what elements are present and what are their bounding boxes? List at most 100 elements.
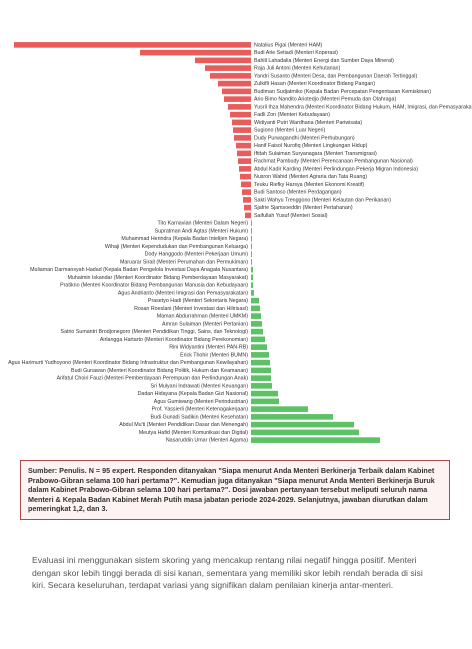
category-label: Zulkifli Hasan (Menteri Koordinator Bida… xyxy=(254,81,375,87)
bar xyxy=(251,383,272,389)
bar xyxy=(237,150,251,157)
bar xyxy=(251,336,265,343)
category-label: Pratikno (Menteri Koordinator Bidang Pem… xyxy=(60,283,248,289)
bar xyxy=(251,344,267,350)
category-label: Agus Gumiwang (Menteri Perindustrian) xyxy=(154,399,248,405)
category-label: Sugiono (Menteri Luar Negeri) xyxy=(254,128,325,134)
category-label: Sri Mulyani Indrawati (Menteri Keuangan) xyxy=(151,383,249,389)
chart: Natalius Pigai (Menteri HAM) Budi Arie Se… xyxy=(8,42,472,444)
bar xyxy=(251,274,253,281)
category-label: Rini Widyantini (Menteri PAN-RB) xyxy=(169,345,248,351)
category-label: Muhammad Herindra (Kepala Badan Intelije… xyxy=(121,236,248,242)
bar xyxy=(251,321,262,327)
bar xyxy=(228,104,251,110)
bar xyxy=(240,173,251,180)
bar xyxy=(251,421,354,428)
bar xyxy=(222,88,251,95)
bar xyxy=(251,414,333,420)
category-label: Fadli Zon (Menteri Kebudayaan) xyxy=(254,112,330,118)
bar xyxy=(251,290,254,296)
category-label: Raja Juli Antoni (Menteri Kehutanan) xyxy=(254,66,341,72)
category-label: Amran Sulaiman (Menteri Pertanian) xyxy=(162,321,248,327)
category-label: Erick Thohir (Menteri BUMN) xyxy=(180,352,248,358)
bar xyxy=(251,429,359,436)
bar xyxy=(251,266,253,273)
bar xyxy=(251,297,259,304)
bar xyxy=(251,251,252,257)
bar xyxy=(251,352,269,358)
category-label: Maman Abdurrahman (Menteri UMKM) xyxy=(157,314,248,320)
category-label: Airlangga Hartarto (Menteri Koordinator … xyxy=(100,337,248,343)
bar xyxy=(251,305,260,312)
category-label: Tito Karnavian (Menteri Dalam Negeri) xyxy=(158,221,249,227)
category-label: Arifatul Choiri Fauzi (Menteri Pemberday… xyxy=(57,376,249,382)
bar xyxy=(244,204,251,211)
category-label: Dody Hanggodo (Menteri Pekerjaan Umum) xyxy=(145,252,249,258)
bar xyxy=(251,282,253,288)
category-label: Muliaman Darmansyah Hadad (Kepala Badan … xyxy=(30,267,248,273)
bar xyxy=(238,158,251,164)
category-label: Saifullah Yusuf (Menteri Sosial) xyxy=(254,213,328,219)
bar xyxy=(242,189,251,195)
category-label: Budi Gunawan (Menteri Koordinator Bidang… xyxy=(71,368,248,374)
category-label: Prasetyo Hadi (Menteri Sekretaris Negara… xyxy=(148,298,248,304)
category-label: Yandri Susanto (Menteri Desa, dan Pemban… xyxy=(254,73,417,79)
category-label: Widiyanti Putri Wardhana (Menteri Pariwi… xyxy=(254,120,362,126)
category-label: Nasaruddin Umar (Menteri Agama) xyxy=(166,438,248,444)
category-label: Teuku Riefky Harsya (Menteri Ekonomi Kre… xyxy=(254,182,364,188)
bar xyxy=(210,73,251,79)
bar xyxy=(251,243,252,250)
category-label: Abdul Mu'ti (Menteri Pendidikan Dasar da… xyxy=(119,422,248,428)
category-label: Rachmat Pambudy (Menteri Perencanaan Pem… xyxy=(254,159,413,165)
source-note: Sumber: Penulis. N = 95 expert. Responde… xyxy=(20,460,450,520)
category-label: Budi Santoso (Menteri Perdagangan) xyxy=(254,190,342,196)
category-label: Sakti Wahyu Trenggono (Menteri Kelautan … xyxy=(254,197,391,203)
bar xyxy=(251,367,271,374)
category-label: Supratman Andi Agtas (Menteri Hukum) xyxy=(155,228,249,234)
bar xyxy=(251,228,252,234)
category-label: Yusril Ihza Mahendra (Menteri Koordinato… xyxy=(254,104,472,110)
description: Evaluasi ini menggunakan sistem skoring … xyxy=(32,555,423,591)
category-label: Abdul Kadir Karding (Menteri Perlindunga… xyxy=(254,166,418,172)
bar xyxy=(251,406,308,412)
bar xyxy=(251,375,271,381)
bar xyxy=(236,142,251,149)
bar xyxy=(239,166,251,172)
bar xyxy=(224,96,251,102)
bar xyxy=(251,235,252,242)
bar xyxy=(251,398,279,405)
bar xyxy=(251,437,380,443)
bar xyxy=(245,212,251,219)
category-label: Maruarar Sirait (Menteri Perumahan dan P… xyxy=(120,259,248,265)
category-label: Muhaimin Iskandar (Menteri Koordinator B… xyxy=(68,275,249,281)
bar xyxy=(14,42,251,48)
bar xyxy=(218,80,251,87)
category-label: Sjafrie Sjamsoeddin (Menteri Pertahanan) xyxy=(254,205,353,211)
bar xyxy=(251,390,278,397)
bar xyxy=(140,49,251,56)
bar xyxy=(251,313,261,319)
category-label: Prof. Yassierli (Menteri Ketenagakerjaan… xyxy=(152,407,249,413)
category-label: Budiman Sudjatmiko (Kepala Badan Percepa… xyxy=(254,89,431,95)
bar xyxy=(233,127,251,133)
bar xyxy=(234,135,251,141)
category-label: Budi Arie Setiadi (Menteri Koperasi) xyxy=(254,50,338,56)
category-label: Hanif Faisol Nurofiq (Menteri Lingkungan… xyxy=(254,143,368,149)
category-label: Budi Gunadi Sadikin (Menteri Kesehatan) xyxy=(151,414,249,420)
category-label: Bahlil Lahadalia (Menteri Energi dan Sum… xyxy=(254,58,394,64)
bar xyxy=(230,111,251,118)
category-label: Iftitah Sulaiman Suryanagara (Menteri Tr… xyxy=(254,151,377,157)
category-label: Agus Andrianto (Menteri Imigrasi dan Pem… xyxy=(118,290,248,296)
bar xyxy=(205,65,251,71)
bar xyxy=(243,197,251,203)
category-label: Natalius Pigai (Menteri HAM) xyxy=(254,42,323,48)
category-label: Wihaji (Menteri Kependudukan dan Pembang… xyxy=(105,244,248,250)
bar xyxy=(251,259,252,265)
bar xyxy=(195,57,251,64)
category-label: Dudy Purwagandhi (Menteri Perhubungan) xyxy=(254,135,355,141)
category-label: Agus Harimurti Yudhoyono (Menteri Koordi… xyxy=(8,360,248,366)
category-label: Meutya Hafid (Menteri Komunikasi dan Dig… xyxy=(139,430,248,436)
category-label: Rosan Roeslani (Menteri Investasi dan Hi… xyxy=(134,306,248,312)
category-label: Dadan Hidayana (Kepala Badan Gizi Nasion… xyxy=(138,391,249,397)
